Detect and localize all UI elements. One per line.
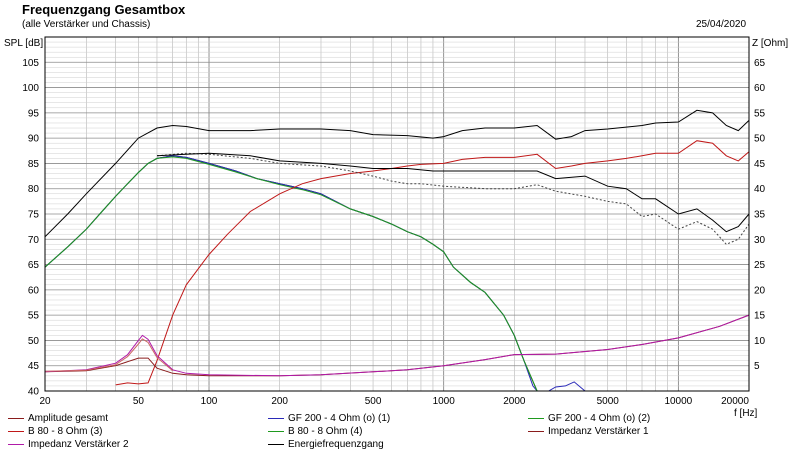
y2-tick-label: 65 [754, 58, 766, 69]
y-tick-label: 95 [28, 108, 40, 119]
y2-tick-label: 5 [754, 361, 760, 372]
y-tick-label: 55 [28, 311, 40, 322]
series-line [115, 140, 750, 386]
y2-tick-label: 20 [754, 285, 766, 296]
y-axis-label: SPL [dB] [4, 38, 43, 49]
y-tick-label: 85 [28, 159, 40, 170]
y2-tick-label: 55 [754, 108, 766, 119]
y2-tick-label: 30 [754, 235, 766, 246]
legend-label: Energiefrequenzgang [288, 439, 384, 450]
series-line [156, 152, 750, 245]
x-tick-label: 10000 [664, 396, 692, 407]
y-tick-label: 65 [28, 260, 40, 271]
y-tick-label: 90 [28, 134, 40, 145]
legend-label: Impedanz Verstärker 2 [28, 439, 129, 450]
y2-tick-label: 25 [754, 260, 766, 271]
legend-item: Impedanz Verstärker 2 [8, 439, 129, 451]
series-line [156, 152, 750, 233]
legend-label: B 80 - 8 Ohm (4) [288, 426, 363, 437]
y-tick-label: 60 [28, 285, 40, 296]
series-line [44, 338, 174, 372]
chart-subtitle: (alle Verstärker und Chassis) [22, 19, 151, 30]
legend-label: Amplitude gesamt [28, 413, 109, 424]
series-line [44, 109, 750, 238]
y-tick-label: 70 [28, 235, 40, 246]
chart-title: Frequenzgang Gesamtbox [22, 2, 186, 17]
y2-tick-label: 10 [754, 336, 766, 347]
x-tick-label: 200 [271, 396, 288, 407]
y2-tick-label: 40 [754, 184, 766, 195]
grid-lines [45, 37, 749, 391]
x-tick-label: 20000 [721, 396, 749, 407]
legend-label: B 80 - 8 Ohm (3) [28, 426, 103, 437]
x-tick-label: 50 [133, 396, 145, 407]
x-tick-label: 2000 [503, 396, 526, 407]
tick-labels: 40 45 50 55 60 65 70 75 80 85 90 95 100 105 5 10 15 20 25 3… [22, 58, 765, 407]
x-axis-label: f [Hz] [734, 408, 758, 419]
legend-item: Impedanz Verstärker 1 [528, 426, 649, 438]
x-tick-label: 1000 [433, 396, 456, 407]
legend-swatch [528, 430, 544, 432]
y2-tick-label: 50 [754, 134, 766, 145]
series-line [44, 314, 750, 377]
legend-swatch [268, 417, 284, 419]
y2-tick-label: 15 [754, 311, 766, 322]
x-tick-label: 20 [39, 396, 51, 407]
legend-swatch [268, 443, 284, 445]
legend-swatch [268, 430, 284, 432]
legend-item: Amplitude gesamt [8, 413, 108, 425]
legend-item: B 80 - 8 Ohm (3) [8, 426, 102, 438]
legend-label: GF 200 - 4 Ohm (o) (1) [288, 413, 391, 424]
legend-swatch [8, 417, 24, 419]
legend-item: GF 200 - 4 Ohm (o) (1) [268, 413, 390, 425]
series-line [44, 156, 538, 392]
y2-tick-label: 45 [754, 159, 766, 170]
legend-swatch [8, 443, 24, 445]
legend-item: GF 200 - 4 Ohm (o) (2) [528, 413, 650, 425]
x-tick-label: 5000 [597, 396, 620, 407]
chart-date: 25/04/2020 [696, 19, 747, 30]
y-tick-label: 105 [22, 58, 39, 69]
y-tick-label: 40 [28, 387, 40, 398]
legend-item: B 80 - 8 Ohm (4) [268, 426, 362, 438]
legend-swatch [8, 430, 24, 432]
y2-tick-label: 60 [754, 83, 766, 94]
y2-axis-label: Z [Ohm] [752, 38, 788, 49]
legend-item: Energiefrequenzgang [268, 439, 384, 451]
y-tick-label: 50 [28, 336, 40, 347]
x-tick-label: 100 [201, 396, 218, 407]
legend-label: GF 200 - 4 Ohm (o) (2) [548, 413, 651, 424]
y-tick-label: 75 [28, 210, 40, 221]
curves [44, 109, 750, 392]
legend-label: Impedanz Verstärker 1 [548, 426, 649, 437]
plot-frame [44, 36, 750, 392]
legend-swatch [528, 417, 544, 419]
y-tick-label: 45 [28, 361, 40, 372]
y2-tick-label: 35 [754, 210, 766, 221]
x-tick-label: 500 [365, 396, 382, 407]
y-tick-label: 100 [22, 83, 39, 94]
y-tick-label: 80 [28, 184, 40, 195]
